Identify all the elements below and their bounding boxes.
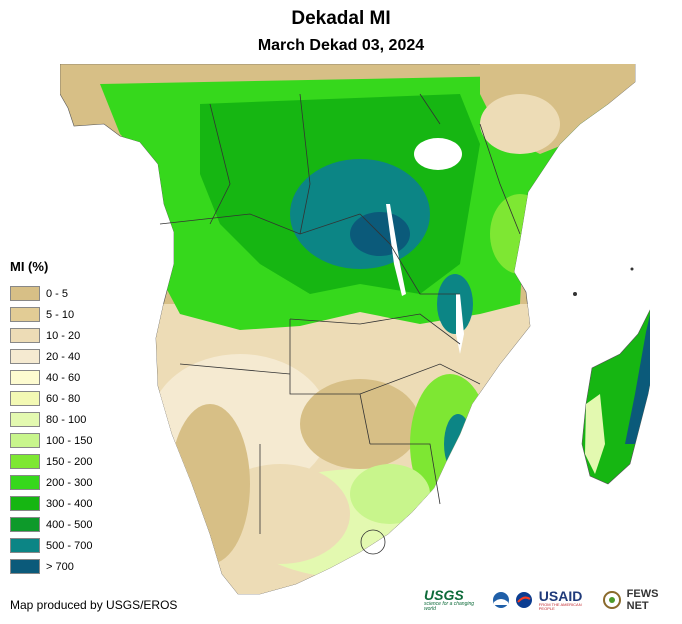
map-credit: Map produced by USGS/EROS [10, 598, 178, 612]
usaid-logo-text: USAID [538, 588, 583, 604]
zone-dry-kalahari [300, 379, 420, 469]
legend-swatch [10, 370, 40, 385]
legend-item: 5 - 10 [10, 304, 92, 325]
legend-item: 200 - 300 [10, 472, 92, 493]
legend-swatch [10, 307, 40, 322]
legend-swatch [10, 391, 40, 406]
legend-item: 10 - 20 [10, 325, 92, 346]
legend-label: 80 - 100 [46, 413, 87, 426]
legend-item: 40 - 60 [10, 367, 92, 388]
map-subtitle: March Dekad 03, 2024 [257, 37, 425, 54]
legend-item: > 700 [10, 556, 92, 577]
legend-swatch [10, 454, 40, 469]
legend-item: 500 - 700 [10, 535, 92, 556]
legend-swatch [10, 349, 40, 364]
madagascar-east-coast [625, 314, 650, 444]
nasa-icon [516, 592, 533, 608]
legend-item: 150 - 200 [10, 451, 92, 472]
legend-item: 300 - 400 [10, 493, 92, 514]
lake-tanganyika [386, 204, 406, 296]
legend-item: 400 - 500 [10, 514, 92, 535]
legend-rows: 0 - 5 5 - 10 10 - 20 20 - 40 40 - 60 60 - 80 8… [10, 283, 92, 577]
zone-green-highveld [350, 464, 430, 524]
usgs-logo-tagline: science for a changing world [424, 601, 475, 612]
lake-victoria [414, 138, 462, 170]
madagascar-west-coast [585, 394, 605, 474]
zone-teal-mozambique [444, 414, 472, 474]
legend-label: 20 - 40 [46, 350, 81, 363]
legend-label: 400 - 500 [46, 518, 93, 531]
legend-item: 20 - 40 [10, 346, 92, 367]
usgs-logo: USGS science for a changing world [424, 588, 486, 612]
lesotho [360, 529, 386, 555]
island-seychelles [630, 267, 634, 271]
legend-swatch [10, 496, 40, 511]
legend: MI (%) 0 - 5 5 - 10 10 - 20 20 - 40 40 - 60 6… [10, 259, 92, 577]
fews-net-icon [603, 591, 621, 609]
legend-item: 80 - 100 [10, 409, 92, 430]
mi-map [60, 64, 650, 595]
legend-item: 0 - 5 [10, 283, 92, 304]
lake-malawi [456, 294, 464, 354]
legend-title: MI (%) [10, 259, 49, 274]
legend-swatch [10, 538, 40, 553]
legend-swatch [10, 412, 40, 427]
legend-label: 0 - 5 [46, 287, 69, 300]
legend-label: 10 - 20 [46, 329, 81, 342]
map-title: Dekadal MI [291, 8, 391, 29]
noaa-icon [492, 592, 509, 608]
island-comoros [573, 292, 577, 296]
legend-swatch [10, 433, 40, 448]
legend-label: 100 - 150 [46, 434, 93, 447]
zone-teal-rift [437, 274, 473, 334]
legend-label: 40 - 60 [46, 371, 81, 384]
legend-item: 100 - 150 [10, 430, 92, 451]
legend-item: 60 - 80 [10, 388, 92, 409]
legend-label: 60 - 80 [46, 392, 81, 405]
legend-label: 5 - 10 [46, 308, 75, 321]
legend-swatch [10, 328, 40, 343]
legend-swatch [10, 517, 40, 532]
country-borders [159, 93, 521, 534]
legend-label: 300 - 400 [46, 497, 93, 510]
zone-light-kenya [480, 94, 560, 154]
usaid-logo: USAID FROM THE AMERICAN PEOPLE [539, 589, 597, 611]
zone-dry-namaqualand [170, 404, 250, 564]
legend-swatch [10, 559, 40, 574]
legend-swatch [10, 286, 40, 301]
usgs-logo-text: USGS [424, 587, 464, 603]
logo-strip: USGS science for a changing world USAID … [424, 588, 682, 612]
legend-label: > 700 [46, 560, 74, 573]
legend-swatch [10, 475, 40, 490]
legend-label: 200 - 300 [46, 476, 93, 489]
usaid-logo-tagline: FROM THE AMERICAN PEOPLE [538, 602, 582, 611]
legend-label: 150 - 200 [46, 455, 93, 468]
fews-net-logo-text: FEWS NET [626, 588, 659, 612]
legend-label: 500 - 700 [46, 539, 93, 552]
